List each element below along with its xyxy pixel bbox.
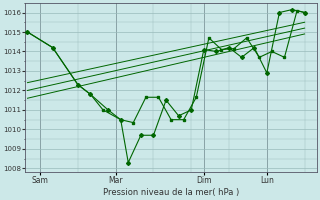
X-axis label: Pression niveau de la mer( hPa ): Pression niveau de la mer( hPa ) [103,188,239,197]
